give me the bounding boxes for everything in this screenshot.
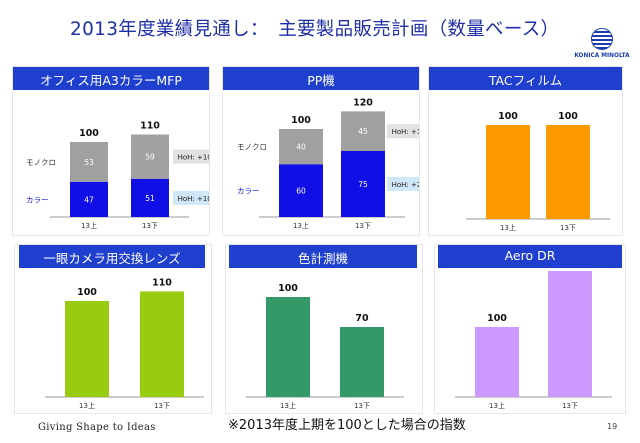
legend-label-mono: モノクロ — [237, 143, 267, 152]
total-label: 100 — [79, 128, 99, 139]
data-label: 53 — [84, 158, 94, 167]
bar-mono — [70, 142, 108, 182]
data-label: 60 — [296, 187, 306, 196]
x-tick-label: 13上 — [293, 221, 309, 230]
legend-label-color: カラー — [237, 187, 260, 196]
value-label: 70 — [355, 313, 369, 324]
chart-a3-mfp: 47 53 100 13上 カラー モノクロ 51 59 110 13下 HoH: +10% HoH:… — [26, 121, 209, 230]
hoh-box-color — [173, 190, 209, 205]
panel-title: Aero DR — [438, 245, 622, 268]
panel-title: TACフィルム — [429, 67, 622, 90]
total-label: 120 — [353, 97, 373, 108]
bar-color — [131, 178, 169, 217]
panel-pp: PP機 60 40 100 13上 カラー モノクロ 75 45 120 13下 HoH: +15%… — [222, 66, 420, 236]
panel-title: 一眼カメラ用交換レンズ — [19, 245, 205, 268]
panel-tac-film: TACフィルム 100 13上 100 13下 — [428, 66, 623, 236]
panel-color-meter: 色計測機 100 13上 70 13下 — [225, 244, 423, 414]
bar — [546, 125, 590, 219]
chart-tac-film: 100 13上 100 13下 — [466, 111, 610, 232]
logo-text: KONICA MINOLTA — [574, 53, 630, 59]
panel-aero-dr: Aero DR 10013上18013下 — [434, 244, 626, 414]
bar — [340, 327, 384, 397]
bar-mono — [279, 129, 323, 165]
page-number: 19 — [607, 422, 618, 431]
value-label: 100 — [487, 313, 507, 324]
x-tick-label: 13下 — [154, 402, 170, 410]
hoh-box-mono — [173, 149, 209, 164]
chart-pp: 60 40 100 13上 カラー モノクロ 75 45 120 13下 HoH: +15% HoH:… — [237, 97, 419, 230]
bar-mono — [341, 111, 385, 151]
x-tick-label: 13上 — [79, 401, 95, 410]
hoh-label-mono: HoH: +15% — [392, 128, 419, 136]
footnote: ※2013年度上期を100とした場合の指数 — [228, 418, 466, 433]
hoh-label-color: HoH: +10% — [178, 195, 209, 203]
data-label: 59 — [145, 153, 155, 162]
globe-icon — [591, 28, 613, 50]
bar — [475, 327, 519, 397]
x-tick-label: 13上 — [489, 401, 505, 410]
panel-a3-mfp: オフィス用A3カラーMFP 47 53 100 13上 カラー モノクロ 51 59 110 13… — [12, 66, 210, 236]
legend-label-mono: モノクロ — [26, 158, 56, 167]
panel-camera-lens: 一眼カメラ用交換レンズ 100 13上 110 13下 — [14, 244, 212, 414]
bar-color — [70, 181, 108, 217]
x-tick-label: 13上 — [500, 223, 516, 232]
bar-mono — [131, 134, 169, 179]
x-tick-label: 13下 — [562, 402, 578, 410]
bar — [140, 291, 184, 397]
hoh-label-mono: HoH: +10% — [178, 154, 209, 162]
x-tick-label: 13上 — [280, 401, 296, 410]
hoh-box-color — [387, 177, 419, 191]
chart-color-meter: 100 13上 70 13下 — [246, 283, 404, 410]
x-tick-label: 13下 — [142, 222, 158, 230]
company-logo: KONICA MINOLTA — [573, 28, 631, 72]
x-tick-label: 13下 — [355, 222, 371, 230]
total-label: 110 — [140, 121, 160, 132]
data-label: 75 — [358, 180, 368, 189]
data-label: 47 — [84, 195, 94, 204]
bar — [65, 301, 109, 397]
panel-title: PP機 — [223, 67, 419, 90]
page-title: 2013年度業績見通し： 主要製品販売計画（数量ベース） — [70, 19, 560, 40]
bar — [486, 125, 530, 219]
hoh-box-mono — [387, 124, 419, 139]
x-tick-label: 13上 — [81, 221, 97, 230]
bar — [266, 297, 310, 397]
x-tick-label: 13下 — [354, 402, 370, 410]
x-tick-label: 13下 — [560, 224, 576, 232]
value-label: 100 — [498, 111, 518, 122]
panel-title: オフィス用A3カラーMFP — [13, 67, 209, 90]
data-label: 40 — [296, 143, 306, 152]
data-label: 51 — [145, 194, 155, 203]
bar-color — [279, 164, 323, 217]
hoh-label-color: HoH: +25% — [392, 181, 419, 189]
value-label: 100 — [558, 111, 578, 122]
value-label: 100 — [278, 283, 298, 294]
chart-aero-dr: 10013上18013下 — [455, 271, 612, 410]
legend-label-color: カラー — [26, 195, 49, 204]
total-label: 100 — [291, 115, 311, 126]
bar-color — [341, 151, 385, 217]
value-label: 110 — [152, 277, 172, 288]
data-label: 45 — [358, 127, 368, 136]
bar — [548, 271, 592, 397]
footer-tagline: Giving Shape to Ideas — [38, 422, 156, 433]
chart-camera-lens: 100 13上 110 13下 — [45, 277, 204, 410]
value-label: 100 — [77, 287, 97, 298]
panel-title: 色計測機 — [229, 245, 417, 268]
